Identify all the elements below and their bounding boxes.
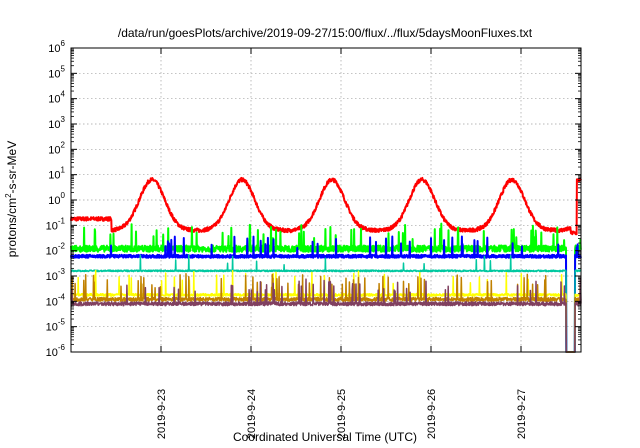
y-tick-label: 10-1 [46,216,66,232]
y-axis: 10-6 10-5 10-4 10-3 10-2 10-1 100 101 102 103 104 1… [46,39,581,359]
x-tick-label: 2019-9-26 [426,389,438,439]
y-tick-label: 100 [48,191,65,207]
y-tick-label: 106 [48,39,65,55]
y-tick-label: 10-5 [46,318,66,334]
x-axis: 2019-9-23 2019-9-24 2019-9-25 2019-9-26 2019… [156,48,528,439]
y-tick-label: 10-2 [46,242,66,258]
y-tick-label: 102 [48,140,65,156]
series-teal [70,254,582,353]
y-tick-label: 10-3 [46,267,66,283]
y-tick-label: 103 [48,115,65,131]
grid [71,48,581,352]
y-tick-label: 104 [48,90,65,106]
x-tick-label: 2019-9-24 [246,389,258,439]
chart-title: /data/run/goesPlots/archive/2019-09-27/1… [118,26,533,40]
x-tick-label: 2019-9-27 [516,389,528,439]
x-tick-label: 2019-9-25 [336,389,348,439]
series-group [70,176,582,353]
series-green [70,222,582,353]
x-tick-label: 2019-9-23 [156,389,168,439]
series-purple [70,277,582,353]
series-red [70,176,582,236]
y-tick-label: 10-6 [46,343,66,359]
y-tick-label: 101 [48,166,65,182]
series-blue [70,235,582,353]
series-orange [70,273,582,353]
y-tick-label: 105 [48,64,65,80]
y-axis-label: protons/cm2-s-sr-MeV [4,141,19,257]
y-tick-label: 10-4 [46,292,66,308]
x-axis-label: Coordinated Universal Time (UTC) [233,430,417,444]
series-yellow [70,269,582,353]
